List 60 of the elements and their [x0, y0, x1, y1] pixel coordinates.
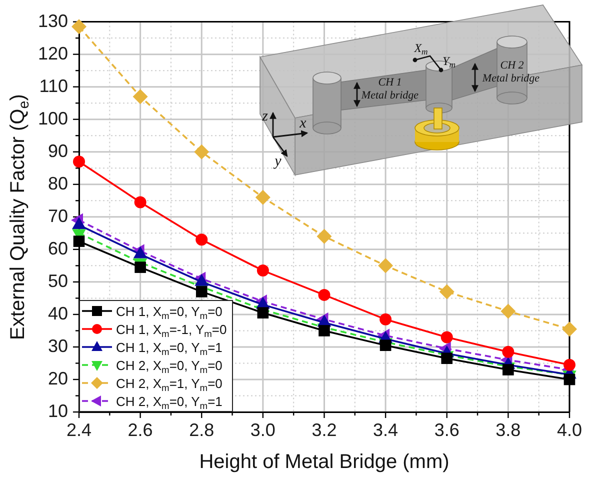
point [380, 313, 392, 326]
x-tick-label: 2.6 [128, 420, 153, 440]
y-tick-label: 50 [48, 270, 68, 291]
annotation: Metal bridge [482, 72, 540, 84]
point [256, 264, 269, 277]
x-axis-title: Height of Metal Bridge (mm) [199, 451, 450, 473]
point [502, 346, 514, 358]
point [72, 19, 86, 34]
legend-label: CH 2, X$_{m}$=1, Y$_{m}$=0 [116, 376, 222, 392]
point [440, 331, 453, 344]
y-tick-label: 110 [39, 76, 68, 96]
x-tick-label: 4.0 [556, 420, 582, 440]
x-tick-label: 2.4 [66, 420, 92, 440]
point [73, 156, 85, 168]
point [134, 262, 146, 273]
point [500, 304, 516, 319]
point [378, 258, 394, 274]
y-tick-label: 80 [48, 173, 68, 194]
annotation: Metal bridge [361, 90, 419, 102]
point [318, 288, 330, 301]
legend-label: CH 1, X$_{m}$=-1, Y$_{m}$=0 [116, 322, 227, 338]
point [255, 190, 270, 205]
point [564, 374, 576, 386]
y-tick-label: 10 [48, 400, 68, 421]
y-tick-label: 60 [48, 238, 68, 258]
x-tick-label: 3.8 [496, 420, 521, 440]
point [134, 196, 146, 208]
x-tick-label: 3.2 [312, 420, 337, 440]
y-tick-label: 90 [48, 140, 68, 161]
x-tick-label: 3.6 [434, 420, 460, 440]
point [132, 89, 148, 104]
point [563, 358, 576, 371]
annotation: X$_{m}$ [414, 41, 428, 57]
y-tick-label: 70 [48, 206, 68, 226]
x-tick-label: 2.8 [189, 420, 214, 440]
point [562, 322, 577, 337]
point [194, 144, 210, 160]
point [316, 228, 332, 244]
y-tick-label: 100 [38, 108, 68, 128]
x-tick-label: 3.4 [373, 420, 398, 440]
x-tick-label: 3.0 [250, 420, 276, 440]
annotation: Y$_{m}$ [442, 54, 456, 70]
legend-label: CH 1, X$_{m}$=0, Y$_{m}$=0 [116, 304, 222, 320]
y-tick-label: 20 [48, 368, 68, 388]
annotation: y [274, 154, 282, 170]
annotation: z [262, 108, 268, 124]
point [196, 234, 208, 246]
point [196, 286, 208, 298]
annotation: CH 2 [500, 60, 524, 72]
legend-label: CH 2, X$_{m}$=0, Y$_{m}$=1 [116, 394, 222, 410]
y-tick-label: 130 [38, 10, 68, 31]
point [439, 284, 454, 300]
legend-label: CH 2, X$_{m}$=0, Y$_{m}$=0 [116, 358, 222, 374]
y-tick-label: 30 [48, 336, 68, 356]
annotation: x [300, 116, 306, 132]
point [73, 236, 85, 247]
y-tick-label: 120 [38, 43, 68, 64]
annotation: CH 1 [378, 76, 402, 88]
legend-label: CH 1, X$_{m}$=0, Y$_{m}$=1 [116, 340, 222, 356]
y-tick-label: 40 [48, 303, 68, 324]
